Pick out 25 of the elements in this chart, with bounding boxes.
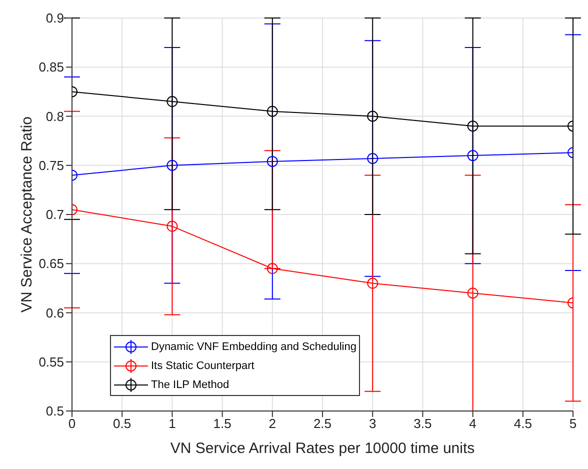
- x-tick-label: 2: [268, 416, 276, 432]
- y-tick-label: 0.65: [38, 256, 64, 272]
- x-tick-label: 1: [168, 416, 176, 432]
- x-tick-label: 5: [569, 416, 577, 432]
- legend-label: The ILP Method: [151, 378, 230, 390]
- legend-label: Its Static Counterpart: [151, 360, 254, 372]
- y-tick-label: 0.55: [38, 354, 64, 370]
- x-tick-label: 3: [368, 416, 376, 432]
- y-tick-label: 0.9: [46, 10, 64, 26]
- x-tick-label: 4: [469, 416, 476, 432]
- x-tick-label: 3.5: [414, 416, 432, 432]
- x-tick-label: 0: [68, 416, 76, 432]
- x-tick-label: 4.5: [514, 416, 532, 432]
- y-tick-label: 0.6: [46, 305, 64, 320]
- x-tick-label: 0.5: [113, 416, 132, 432]
- y-tick-label: 0.85: [38, 60, 64, 75]
- y-tick-label: 0.75: [38, 158, 64, 173]
- y-tick-label: 0.7: [46, 207, 64, 222]
- y-axis-title: VN Service Acceptance Ratio: [18, 116, 36, 312]
- x-tick-label: 2.5: [313, 416, 332, 432]
- y-tick-label: 0.5: [46, 404, 64, 419]
- y-tick-label: 0.8: [46, 108, 64, 124]
- x-tick-label: 1.5: [213, 416, 232, 432]
- x-axis-title: VN Service Arrival Rates per 10000 time units: [170, 440, 475, 457]
- legend-label: Dynamic VNF Embedding and Scheduling: [151, 340, 356, 352]
